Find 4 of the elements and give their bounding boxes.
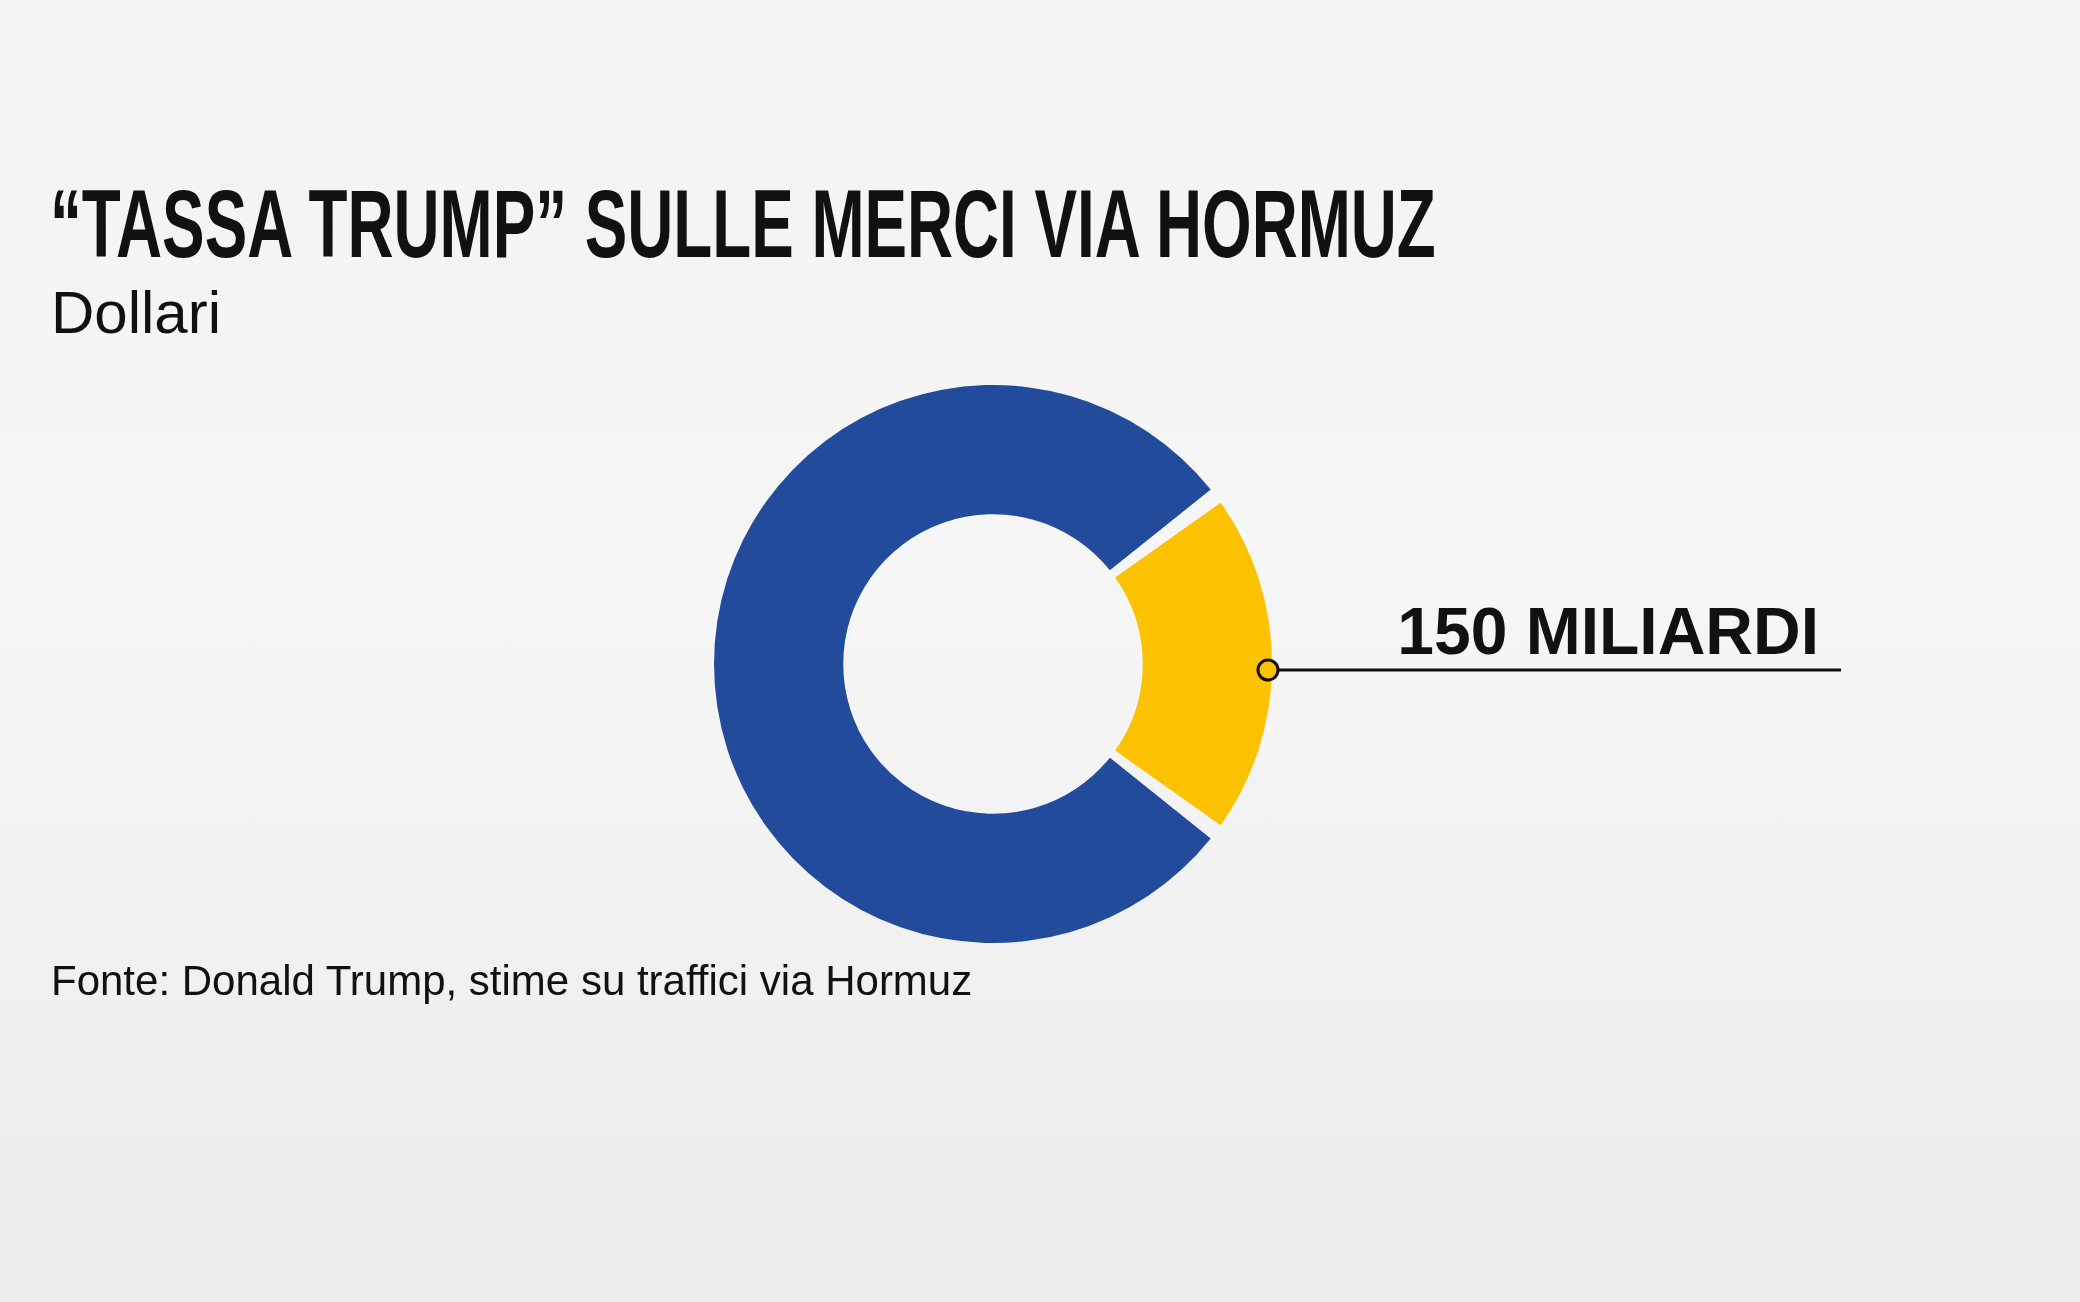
source-note: Fonte: Donald Trump, stime su traffici via Hormuz (51, 957, 973, 1004)
data-label: 150 MILIARDI (1397, 594, 1819, 668)
chart-title: “TASSA TRUMP” SULLE MERCI VIA HORMUZ (50, 170, 1436, 277)
text: Dollari (51, 279, 222, 346)
